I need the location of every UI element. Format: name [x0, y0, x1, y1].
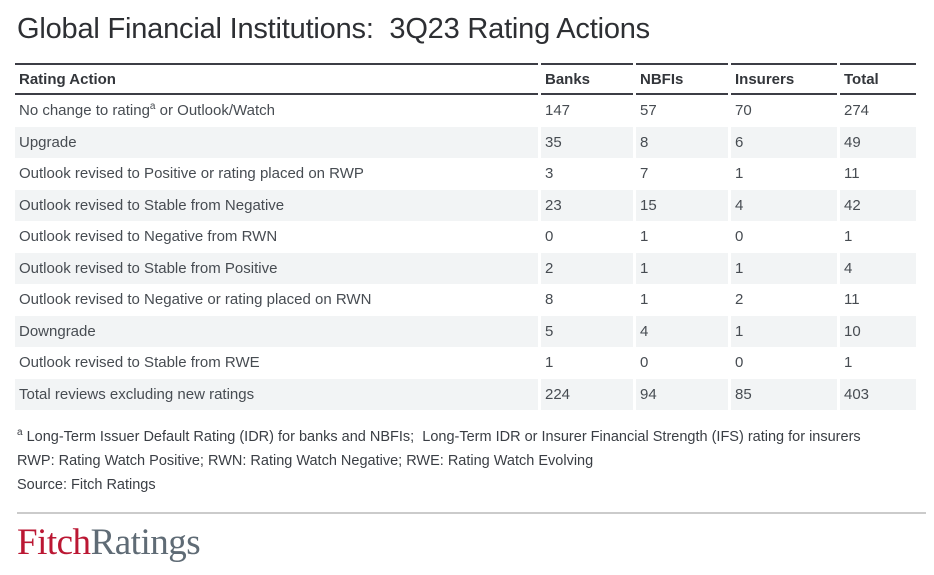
value-cell: 7	[640, 165, 649, 183]
value-cell: 70	[735, 102, 752, 120]
footnote-text: Long-Term Issuer Default Rating (IDR) fo…	[22, 429, 861, 445]
logo-fitch-text: Fitch	[17, 522, 91, 563]
row-label-cell: Outlook revised to Stable from RWE	[19, 354, 260, 372]
divider	[17, 512, 926, 514]
table-row: Total reviews excluding new ratings 224 …	[15, 378, 916, 410]
column-header-rating-action: Rating Action	[15, 63, 538, 95]
value-cell: 49	[840, 126, 916, 158]
footnote-marker: a	[149, 101, 156, 113]
value-cell: 2	[735, 291, 744, 309]
value-cell: 6	[731, 126, 837, 158]
footnote-line-1: a Long-Term Issuer Default Rating (IDR) …	[17, 425, 934, 449]
value-cell: 1	[636, 252, 728, 284]
row-label-cell: Outlook revised to Stable from Positive	[15, 252, 538, 284]
value-cell: 4	[636, 315, 728, 347]
table-row: Outlook revised to Negative from RWN 0 1…	[15, 221, 916, 253]
table-row: Outlook revised to Negative or rating pl…	[15, 284, 916, 316]
value-cell: 1	[731, 315, 837, 347]
page: Global Financial Institutions: 3Q23 Rati…	[12, 13, 934, 563]
fitch-ratings-logo: FitchRatings	[17, 523, 934, 563]
value-cell: 11	[844, 291, 860, 309]
value-cell: 4	[840, 252, 916, 284]
table-row: Outlook revised to Stable from Negative …	[15, 189, 916, 221]
value-cell: 0	[640, 354, 649, 372]
value-cell: 57	[640, 102, 657, 120]
value-cell: 1	[735, 165, 744, 183]
row-label-cell: Downgrade	[15, 315, 538, 347]
column-header-insurers: Insurers	[731, 63, 837, 95]
column-header-nbfis: NBFIs	[636, 63, 728, 95]
row-label-cell: Outlook revised to Stable from Negative	[15, 189, 538, 221]
table-row: Outlook revised to Positive or rating pl…	[15, 158, 916, 190]
value-cell: 11	[844, 165, 860, 183]
row-label-text: No change to rating	[19, 102, 150, 120]
value-cell: 10	[840, 315, 916, 347]
value-cell: 403	[840, 378, 916, 410]
table-header-row: Rating Action Banks NBFIs Insurers Total	[15, 63, 916, 95]
table-row: Outlook revised to Stable from Positive …	[15, 252, 916, 284]
value-cell: 23	[541, 189, 633, 221]
value-cell: 4	[731, 189, 837, 221]
source-line: Source: Fitch Ratings	[17, 477, 156, 493]
row-label-cell: Outlook revised to Negative from RWN	[19, 228, 278, 246]
logo-ratings-text: Ratings	[90, 522, 201, 563]
row-label-cell: Total reviews excluding new ratings	[15, 378, 538, 410]
value-cell: 0	[735, 228, 744, 246]
value-cell: 1	[844, 228, 853, 246]
table-row: Outlook revised to Stable from RWE 1 0 0…	[15, 347, 916, 379]
value-cell: 2	[541, 252, 633, 284]
table-row: Downgrade 5 4 1 10	[15, 315, 916, 347]
row-label-text: or Outlook/Watch	[155, 102, 275, 120]
row-label-cell: Outlook revised to Negative or rating pl…	[19, 291, 372, 309]
row-label-cell: No change to ratinga or Outlook/Watch	[15, 95, 538, 127]
column-header-total: Total	[840, 63, 916, 95]
page-title: Global Financial Institutions: 3Q23 Rati…	[17, 13, 650, 45]
value-cell: 35	[541, 126, 633, 158]
value-cell: 8	[636, 126, 728, 158]
value-cell: 1	[731, 252, 837, 284]
row-label-cell: Outlook revised to Positive or rating pl…	[19, 165, 364, 183]
value-cell: 3	[545, 165, 554, 183]
value-cell: 224	[541, 378, 633, 410]
row-label-cell: Upgrade	[15, 126, 538, 158]
value-cell: 1	[640, 291, 649, 309]
value-cell: 147	[545, 102, 571, 120]
value-cell: 0	[545, 228, 554, 246]
value-cell: 0	[735, 354, 744, 372]
rating-actions-table: Rating Action Banks NBFIs Insurers Total…	[12, 63, 919, 410]
table-row: Upgrade 35 8 6 49	[15, 126, 916, 158]
value-cell: 42	[840, 189, 916, 221]
value-cell: 15	[636, 189, 728, 221]
value-cell: 5	[541, 315, 633, 347]
value-cell: 1	[844, 354, 853, 372]
value-cell: 1	[640, 228, 649, 246]
value-cell: 274	[844, 102, 870, 120]
footnote-line-2: RWP: Rating Watch Positive; RWN: Rating …	[17, 453, 594, 469]
value-cell: 94	[636, 378, 728, 410]
value-cell: 85	[731, 378, 837, 410]
footnotes: a Long-Term Issuer Default Rating (IDR) …	[17, 425, 934, 497]
value-cell: 1	[545, 354, 554, 372]
column-header-banks: Banks	[541, 63, 633, 95]
value-cell: 8	[545, 291, 554, 309]
footnote-marker: a	[17, 427, 23, 439]
table-row: No change to ratinga or Outlook/Watch 14…	[15, 95, 916, 127]
